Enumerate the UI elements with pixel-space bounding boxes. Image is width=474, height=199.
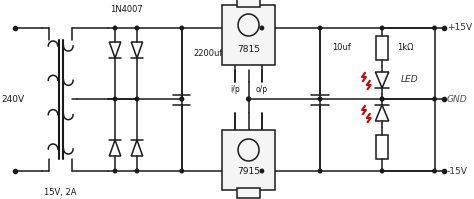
Circle shape <box>319 97 322 101</box>
Circle shape <box>380 169 384 173</box>
Circle shape <box>113 169 117 173</box>
Text: 15V, 2A: 15V, 2A <box>45 188 77 197</box>
Circle shape <box>433 26 436 30</box>
Circle shape <box>180 169 183 173</box>
Text: 240V: 240V <box>1 95 25 104</box>
Circle shape <box>180 97 183 101</box>
Text: 10uf: 10uf <box>332 44 350 53</box>
Circle shape <box>380 26 384 30</box>
Text: 1kΩ: 1kΩ <box>397 44 414 53</box>
Bar <box>376 36 388 60</box>
Circle shape <box>380 97 384 101</box>
Circle shape <box>135 169 139 173</box>
Text: +15V: +15V <box>447 23 472 32</box>
Text: 2200uf: 2200uf <box>194 49 223 58</box>
Text: 7815: 7815 <box>237 46 260 55</box>
Bar <box>222 130 275 190</box>
Text: i/p: i/p <box>230 85 240 94</box>
Circle shape <box>247 97 250 101</box>
Circle shape <box>135 97 139 101</box>
Circle shape <box>433 97 436 101</box>
Circle shape <box>113 26 117 30</box>
Circle shape <box>247 97 250 101</box>
Circle shape <box>180 26 183 30</box>
Text: LED: LED <box>401 75 419 85</box>
Bar <box>222 5 275 65</box>
Text: GND: GND <box>447 95 467 103</box>
Text: o/p: o/p <box>256 85 268 94</box>
Circle shape <box>260 26 264 30</box>
Circle shape <box>113 97 117 101</box>
Circle shape <box>180 97 183 101</box>
Circle shape <box>433 169 436 173</box>
Text: -15V: -15V <box>447 167 468 176</box>
Circle shape <box>260 169 264 173</box>
Circle shape <box>380 97 384 101</box>
Bar <box>376 135 388 159</box>
Text: 7915: 7915 <box>237 168 260 177</box>
Circle shape <box>319 26 322 30</box>
Text: 1N4007: 1N4007 <box>110 6 143 15</box>
Circle shape <box>319 169 322 173</box>
Bar <box>237 188 260 198</box>
Circle shape <box>135 26 139 30</box>
Bar <box>237 0 260 7</box>
